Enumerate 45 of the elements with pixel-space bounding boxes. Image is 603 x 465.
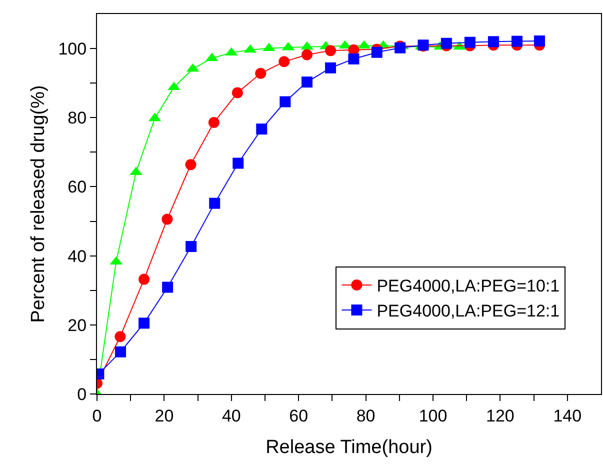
legend-label: PEG4000,LA:PEG=10:1 <box>376 276 560 296</box>
point <box>115 346 126 358</box>
point <box>186 240 197 252</box>
x-tick-label: 100 <box>418 406 448 426</box>
point <box>278 56 290 68</box>
point <box>209 198 220 209</box>
point <box>162 282 174 293</box>
y-tick-label: 20 <box>68 316 87 335</box>
point <box>255 68 266 79</box>
point <box>440 38 452 49</box>
point <box>114 331 126 342</box>
point <box>232 158 244 169</box>
point <box>534 35 546 46</box>
point <box>138 318 150 329</box>
y-axis-title: Percent of released drug(%) <box>28 85 50 323</box>
x-tick-label: 140 <box>553 406 582 426</box>
x-tick-label: 60 <box>289 406 308 426</box>
y-tick-label: 100 <box>58 40 87 58</box>
point <box>325 62 336 74</box>
x-tick-label: 40 <box>222 406 241 426</box>
x-tick-label: 80 <box>356 406 376 426</box>
point <box>325 45 336 56</box>
x-axis-title: Release Time(hour) <box>266 437 432 458</box>
y-tick-label: 80 <box>68 108 87 128</box>
x-tick-label: 120 <box>486 406 514 426</box>
point <box>488 36 499 48</box>
point <box>208 116 220 128</box>
y-tick-label: 40 <box>68 246 87 266</box>
point <box>512 36 522 47</box>
point <box>138 274 150 285</box>
point <box>162 214 173 225</box>
point <box>302 76 312 88</box>
y-tick-label: 0 <box>77 384 87 404</box>
point <box>185 159 196 170</box>
x-tick-label: 20 <box>154 406 174 426</box>
point <box>371 46 382 58</box>
point <box>348 53 360 64</box>
x-tick-label: 0 <box>92 406 102 426</box>
point <box>280 96 291 108</box>
point <box>302 49 312 60</box>
point <box>464 36 476 48</box>
y-tick-label: 60 <box>68 178 87 197</box>
point <box>256 124 268 135</box>
legend-label: PEG4000,LA:PEG=12:1 <box>376 302 560 321</box>
point <box>232 87 243 98</box>
